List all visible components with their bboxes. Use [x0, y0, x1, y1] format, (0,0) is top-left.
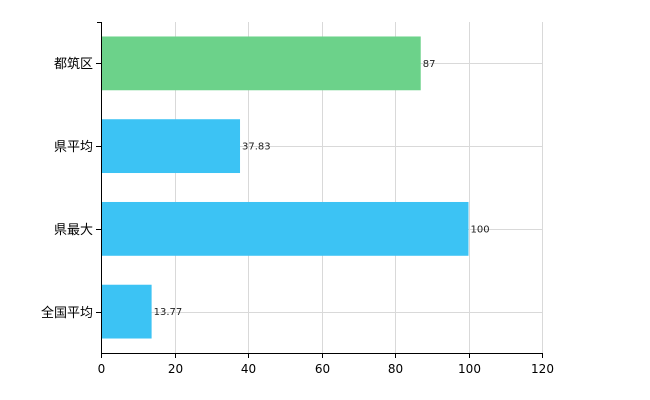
category-label: 都筑区	[54, 56, 93, 72]
x-tick-label: 20	[168, 362, 183, 376]
category-label: 県最大	[54, 223, 93, 238]
data-label: 13.77	[154, 307, 183, 318]
x-tick-label: 40	[241, 362, 256, 376]
bar	[101, 119, 241, 174]
x-tick-label: 100	[458, 362, 481, 376]
bar	[101, 284, 152, 339]
x-tick-label: 120	[531, 362, 554, 376]
category-label: 県平均	[54, 140, 93, 155]
x-tick-label: 80	[388, 362, 403, 376]
data-label: 87	[423, 59, 436, 70]
x-tick-label: 0	[98, 362, 106, 376]
bar	[101, 36, 421, 91]
bars	[101, 36, 469, 339]
data-label: 100	[471, 224, 490, 235]
x-tick-label: 60	[315, 362, 330, 376]
bar	[101, 201, 469, 256]
axes	[96, 22, 543, 358]
data-label: 37.83	[242, 142, 271, 153]
category-label: 全国平均	[41, 305, 93, 321]
